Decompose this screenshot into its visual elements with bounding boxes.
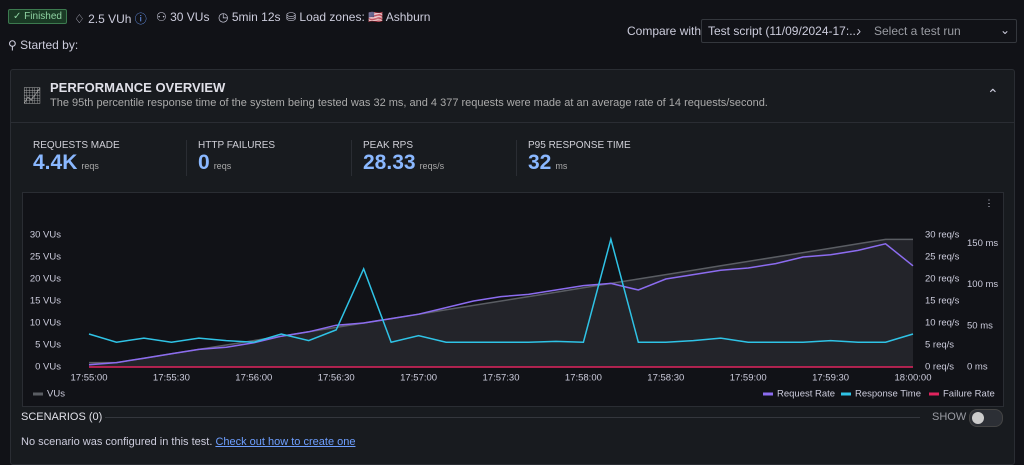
vuh-text: 2.5 VUh bbox=[88, 12, 132, 26]
line bbox=[89, 238, 913, 364]
y-tick-label: 5 VUs bbox=[35, 340, 61, 351]
x-tick-label: 17:55:30 bbox=[153, 373, 190, 384]
x-tick-label: 17:59:00 bbox=[730, 373, 767, 384]
collapse-button[interactable]: ⌃ bbox=[987, 86, 999, 102]
x-tick-label: 18:00:00 bbox=[895, 373, 932, 384]
y-tick-label: 10 req/s bbox=[925, 318, 960, 329]
chart-icon: 📈︎ bbox=[22, 88, 43, 105]
y-tick-label: 10 VUs bbox=[30, 318, 61, 329]
toggle-label: SHOW bbox=[932, 411, 967, 423]
line bbox=[88, 236, 914, 344]
stat-label: P95 RESPONSE TIME bbox=[528, 140, 631, 151]
status: Finished bbox=[24, 11, 62, 22]
y-tick-label: 15 req/s bbox=[925, 296, 960, 307]
y-tick-label: 15 VUs bbox=[30, 296, 61, 307]
divider bbox=[105, 417, 920, 418]
x-tick-label: 17:55:00 bbox=[71, 373, 108, 384]
menu-icon[interactable]: ⋮ bbox=[984, 199, 994, 210]
y-tick-label: 150 ms bbox=[967, 238, 998, 249]
y-tick-label: 0 req/s bbox=[925, 362, 954, 373]
overview-summary: The 95th percentile response time of the… bbox=[50, 97, 768, 109]
divider bbox=[11, 122, 1014, 123]
y-tick-label: 30 req/s bbox=[925, 230, 960, 241]
x-tick-label: 17:58:00 bbox=[565, 373, 602, 384]
y-tick-label: 20 VUs bbox=[30, 274, 61, 285]
y-tick-label: 20 req/s bbox=[925, 274, 960, 285]
stat-unit: reqs/s bbox=[419, 161, 445, 171]
stat-divider bbox=[351, 140, 352, 176]
area bbox=[89, 239, 913, 367]
stat-unit: reqs bbox=[81, 161, 99, 171]
stat-value: 0 bbox=[198, 151, 210, 174]
vus: ⚇ 30 VUs bbox=[156, 10, 210, 24]
load-zone: Ashburn bbox=[385, 10, 431, 24]
chevron: › bbox=[857, 24, 861, 38]
stat: HTTP FAILURES 0 reqs bbox=[186, 140, 276, 176]
stat-unit: reqs bbox=[213, 161, 232, 171]
stat-row: 32 ms bbox=[528, 151, 631, 175]
load-zones: ⛁ Load zones: 🇺🇸 Ashburn bbox=[286, 10, 431, 24]
status-badge: ✓ Finished bbox=[8, 9, 67, 24]
started-by-text: Started by: bbox=[20, 38, 79, 52]
compare-select[interactable]: Test script (11/09/2024-17:... › Select … bbox=[701, 19, 1017, 43]
y-tick-label: 50 ms bbox=[967, 320, 993, 331]
chart: ⋮ 0 VUs 5 VUs 10 VUs 15 VUs 20 VUs 25 VUs 30 VU… bbox=[22, 192, 1004, 407]
stat-divider bbox=[516, 140, 517, 176]
started-by: ⚲ Started by: bbox=[8, 38, 79, 52]
vus-text: 30 VUs bbox=[170, 10, 210, 24]
stat-value: 4.4K bbox=[33, 151, 78, 174]
message: No scenario was configured in this test. bbox=[21, 436, 213, 448]
y-tick-label: 5 req/s bbox=[925, 340, 954, 351]
select-placeholder: Select a test run bbox=[874, 24, 961, 38]
scenarios-title: SCENARIOS (0) bbox=[21, 411, 103, 423]
stat-value: 28.33 bbox=[363, 151, 416, 174]
x-tick-label: 17:58:30 bbox=[647, 373, 684, 384]
load-zones-label: Load zones: bbox=[299, 10, 365, 24]
stat-divider bbox=[186, 140, 187, 176]
x-tick-label: 17:59:30 bbox=[812, 373, 849, 384]
overview-title: PERFORMANCE OVERVIEW bbox=[50, 80, 226, 95]
stat-label: HTTP FAILURES bbox=[198, 140, 276, 151]
duration-text: 5min 12s bbox=[231, 10, 281, 24]
toggle[interactable] bbox=[969, 409, 1003, 427]
duration: ◷ 5min 12s bbox=[218, 10, 281, 24]
x-tick-label: 17:56:30 bbox=[318, 373, 355, 384]
stat-value: 32 bbox=[528, 151, 552, 174]
y-tick-label: 100 ms bbox=[967, 279, 998, 290]
legend-label: Failure Rate bbox=[943, 389, 995, 400]
line bbox=[88, 242, 914, 366]
stat-row: 28.33 reqs/s bbox=[363, 151, 444, 175]
y-tick-label: 0 ms bbox=[967, 362, 988, 373]
stat-row: 0 reqs bbox=[198, 151, 275, 175]
x-tick-label: 17:56:00 bbox=[235, 373, 272, 384]
y-tick-label: 25 VUs bbox=[30, 252, 61, 263]
vuh: ♢ 2.5 VUh ⓘ bbox=[74, 12, 147, 26]
legend-label: Response Time bbox=[855, 389, 921, 400]
y-tick-label: 30 VUs bbox=[30, 230, 61, 241]
x-tick-label: 17:57:00 bbox=[400, 373, 437, 384]
stat-unit: ms bbox=[555, 161, 568, 171]
stat: PEAK RPS 28.33 reqs/s bbox=[351, 140, 444, 176]
legend-label: Request Rate bbox=[777, 389, 835, 400]
y-tick-label: 0 VUs bbox=[35, 362, 61, 373]
x-tick-label: 17:57:30 bbox=[483, 373, 520, 384]
stat-label: PEAK RPS bbox=[363, 140, 414, 151]
compare-label: Compare with bbox=[627, 24, 702, 38]
legend-label: VUs bbox=[47, 389, 65, 400]
scenarios-message: No scenario was configured in this test.… bbox=[21, 436, 355, 448]
compare-script: Test script (11/09/2024-17:... bbox=[708, 24, 860, 38]
dropdown-icon: ⌄ bbox=[1000, 23, 1011, 37]
create-link[interactable]: Check out how to create one bbox=[215, 436, 356, 448]
stat-label: REQUESTS MADE bbox=[33, 140, 120, 151]
stat-row: 4.4K reqs bbox=[33, 151, 120, 175]
y-tick-label: 25 req/s bbox=[925, 252, 960, 263]
stat: REQUESTS MADE 4.4K reqs bbox=[33, 140, 120, 175]
stat: P95 RESPONSE TIME 32 ms bbox=[516, 140, 631, 176]
